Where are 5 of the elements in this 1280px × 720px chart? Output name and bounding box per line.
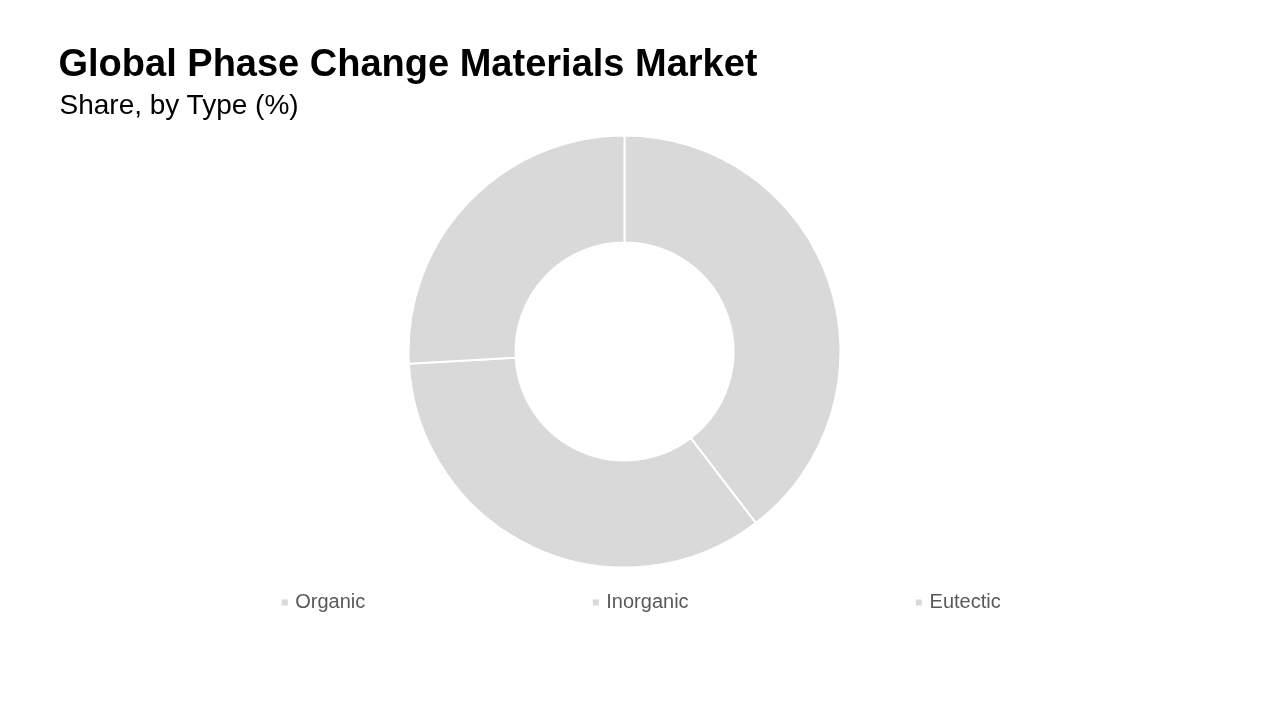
legend-label: Eutectic — [929, 590, 1001, 613]
legend-label: Inorganic — [606, 590, 689, 613]
legend-label: Organic — [295, 590, 366, 613]
chart-title: Global Phase Change Materials Market — [58, 41, 758, 84]
chart-subtitle: Share, by Type (%) — [59, 89, 299, 120]
